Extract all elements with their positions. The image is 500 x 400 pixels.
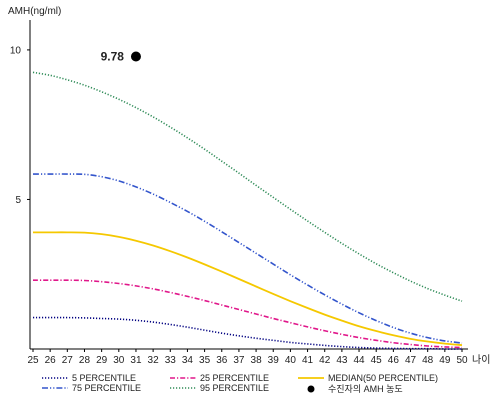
x-tick-label: 29 [96,355,108,366]
y-tick-label: 10 [10,45,22,56]
x-tick-label: 41 [302,355,314,366]
series-line-median-50-percentile [33,231,463,347]
series-lines [32,71,463,350]
x-tick-label: 48 [422,355,434,366]
x-tick-label: 26 [45,355,57,366]
legend: 5 PERCENTILE 25 PERCENTILE MEDIAN(50 PERCE… [42,373,438,394]
x-tick-label: 33 [165,355,177,366]
legend-label-95-percentile: 95 PERCENTILE [200,383,269,393]
x-tick-label: 46 [388,355,400,366]
x-tick-label: 27 [62,355,74,366]
x-tick-label: 40 [285,355,297,366]
x-tick-label: 43 [336,355,348,366]
legend-swatch-patient-point [307,385,315,393]
legend-label-median-50-percentile: MEDIAN(50 PERCENTILE) [328,373,438,383]
y-axis-title: AMH(ng/ml) [8,6,61,17]
x-tick-label: 38 [251,355,263,366]
patient-amh-point [130,51,141,62]
y-ticks: 5 10 [10,45,30,206]
patient-amh-value-label: 9.78 [101,49,125,63]
x-axis-title: 나이 [472,354,490,366]
x-tick-label: 47 [405,355,417,366]
x-tick-label: 45 [371,355,383,366]
series-line-5-percentile [32,316,463,350]
legend-label-75-percentile: 75 PERCENTILE [72,383,141,393]
legend-label-5-percentile: 5 PERCENTILE [72,373,136,383]
x-ticks: 25 26 27 28 29 30 31 32 33 34 35 36 37 38 39 40 41 42 43 44… [27,349,468,366]
x-tick-label: 37 [233,355,245,366]
x-tick-label: 32 [148,355,160,366]
legend-label-25-percentile: 25 PERCENTILE [200,373,269,383]
patient-point-group: 9.78 [101,49,141,63]
series-line-25-percentile [33,279,463,349]
x-tick-label: 49 [439,355,451,366]
x-tick-label: 44 [353,355,365,366]
x-tick-label: 31 [130,355,142,366]
x-tick-label: 36 [216,355,228,366]
x-tick-label: 35 [199,355,211,366]
x-tick-label: 25 [27,355,39,366]
x-tick-label: 42 [319,355,331,366]
x-tick-label: 39 [268,355,280,366]
y-tick-label: 5 [15,195,21,206]
x-tick-label: 50 [456,355,468,366]
x-tick-label: 34 [182,355,194,366]
x-tick-label: 28 [79,355,91,366]
series-line-95-percentile [32,71,463,302]
legend-label-patient-point: 수진자의 AMH 농도 [328,384,403,394]
x-tick-label: 30 [113,355,125,366]
series-line-75-percentile [32,173,463,344]
